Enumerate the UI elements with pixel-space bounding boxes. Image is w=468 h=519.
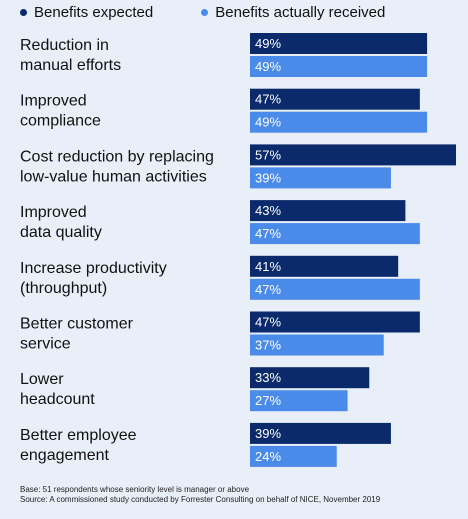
bar-value-received: 49% [255, 59, 281, 74]
category-group: Lower headcount 33% 27% [20, 367, 370, 412]
bar-expected [250, 200, 406, 222]
category-label: low-value human activities [20, 168, 207, 185]
bar-value-expected: 47% [255, 92, 281, 107]
footnote-base: Base: 51 respondents whose seniority lev… [20, 485, 250, 494]
bar-value-received: 27% [255, 393, 281, 408]
bar-expected [250, 367, 370, 389]
category-label: Reduction in [20, 37, 109, 54]
bar-received [250, 334, 384, 356]
category-label: service [20, 336, 71, 353]
category-group: Better customer service 47% 37% [20, 311, 420, 356]
category-label: Lower [20, 371, 64, 388]
category-label: compliance [20, 113, 101, 130]
bar-expected [250, 255, 399, 277]
bar-received [250, 278, 420, 300]
bar-value-expected: 43% [255, 203, 281, 218]
bar-received [250, 111, 428, 133]
legend-label-received: Benefits actually received [215, 4, 386, 21]
category-label: data quality [20, 224, 102, 241]
bar-value-expected: 49% [255, 36, 281, 51]
category-group: Reduction in manual efforts 49% 49% [20, 33, 428, 77]
category-label: manual efforts [20, 57, 121, 74]
legend-dot-received [201, 9, 209, 16]
bar-expected [250, 422, 391, 444]
bar-value-received: 47% [255, 226, 281, 241]
category-label: Cost reduction by replacing [20, 148, 214, 165]
bar-value-expected: 47% [255, 315, 281, 330]
bar-value-expected: 33% [255, 370, 281, 385]
category-label: Increase productivity [20, 260, 167, 277]
category-label: (throughput) [20, 280, 107, 297]
category-label: Better employee [20, 427, 137, 444]
bar-received [250, 56, 428, 77]
bar-expected [250, 311, 420, 333]
category-group: Better employee engagement 39% 24% [20, 422, 391, 467]
category-label: engagement [20, 447, 110, 464]
legend-label-expected: Benefits expected [34, 4, 154, 21]
category-label: headcount [20, 391, 95, 408]
bar-value-expected: 39% [255, 426, 281, 441]
footnote-source: Source: A commissioned study conducted b… [20, 495, 381, 504]
category-label: Better customer [20, 316, 134, 333]
category-group: Improved data quality 43% 47% [20, 200, 420, 245]
category-group: Improved compliance 47% 49% [20, 88, 428, 133]
category-group: Cost reduction by replacing low-value hum… [20, 144, 456, 189]
bar-expected [250, 33, 428, 54]
bar-value-received: 49% [255, 115, 281, 130]
legend-item-received: Benefits actually received [201, 4, 385, 21]
bar-value-received: 37% [255, 338, 281, 353]
bar-received [250, 167, 391, 189]
bar-value-expected: 57% [255, 147, 281, 162]
legend-dot-expected [20, 9, 27, 16]
bar-value-received: 47% [255, 282, 281, 297]
bar-received [250, 390, 348, 412]
bar-received [250, 445, 337, 467]
category-label: Improved [20, 93, 87, 110]
bar-expected [250, 144, 456, 166]
category-group: Increase productivity (throughput) 41% 47% [20, 255, 420, 300]
bar-value-received: 39% [255, 170, 281, 185]
chart-legend: Benefits expected Benefits actually rece… [20, 4, 433, 21]
bar-value-expected: 41% [255, 259, 281, 274]
bar-received [250, 223, 420, 245]
legend-item-expected: Benefits expected [20, 4, 153, 21]
bar-expected [250, 88, 420, 110]
bar-value-received: 24% [255, 449, 281, 464]
category-label: Improved [20, 204, 87, 221]
footnote: Base: 51 respondents whose seniority lev… [20, 485, 380, 505]
